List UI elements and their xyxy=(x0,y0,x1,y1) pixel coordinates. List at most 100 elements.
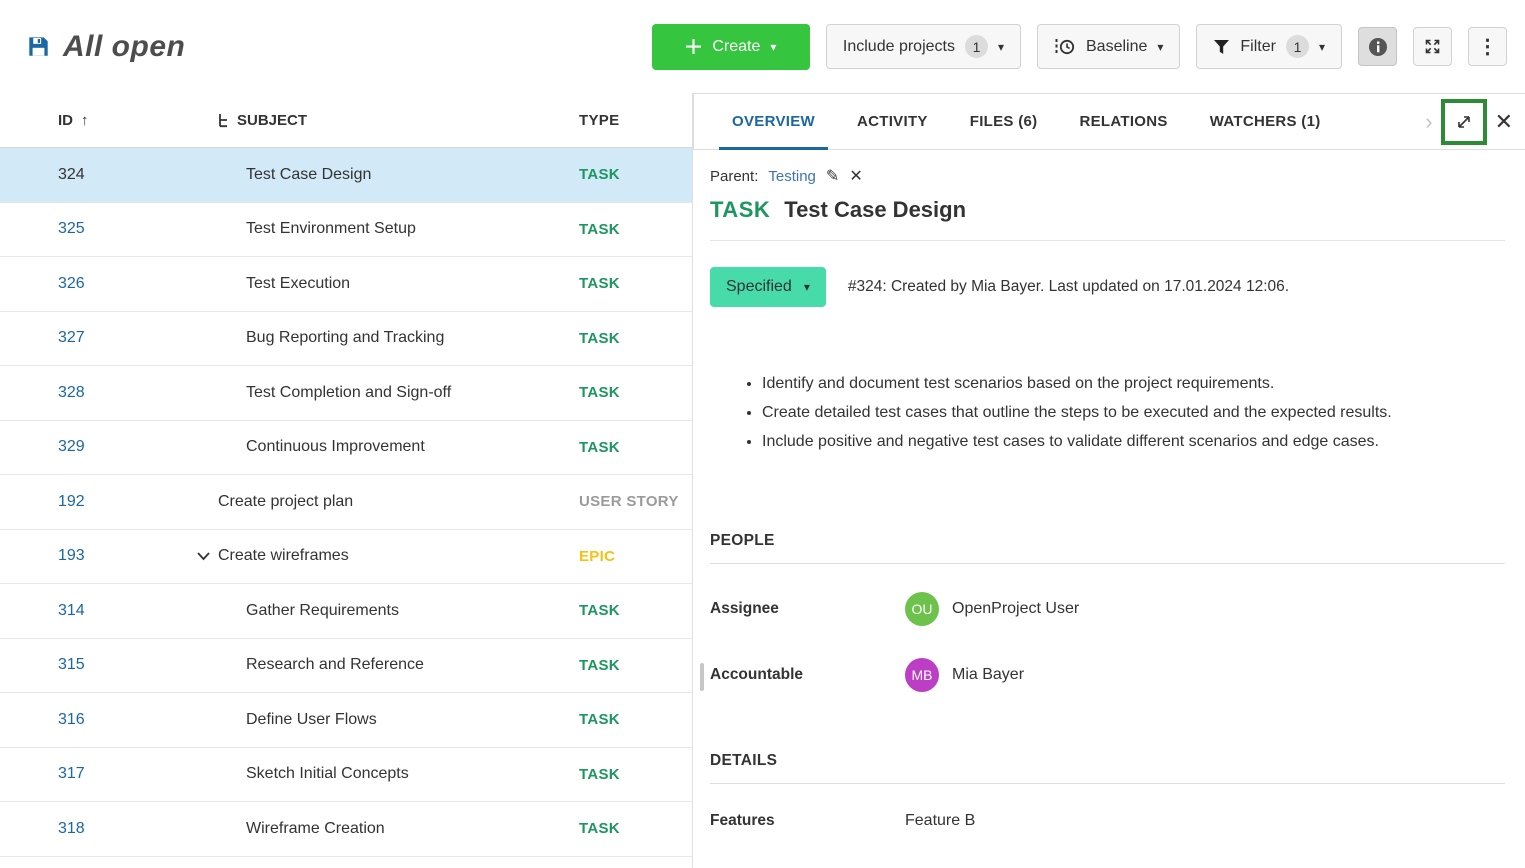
created-updated-meta: #324: Created by Mia Bayer. Last updated… xyxy=(847,278,1290,295)
table-row[interactable]: 328 Test Completion and Sign-off TASK xyxy=(0,366,692,421)
expand-detail-button[interactable] xyxy=(1440,98,1487,145)
work-package-type[interactable]: TASK xyxy=(579,329,620,347)
title-divider xyxy=(710,240,1505,241)
work-package-id-link[interactable]: 193 xyxy=(58,547,85,565)
work-package-table: ID ↑ SUBJECT TYPE 324 Test Case Design TA… xyxy=(0,93,693,868)
fullscreen-button[interactable] xyxy=(1413,27,1452,66)
table-header-row: ID ↑ SUBJECT TYPE xyxy=(0,93,692,148)
table-row[interactable]: 193 Create wireframes EPIC xyxy=(0,530,692,584)
remove-parent-icon[interactable]: ✕ xyxy=(849,168,863,185)
work-package-id-link[interactable]: 316 xyxy=(58,710,85,728)
work-package-type[interactable]: TASK xyxy=(579,166,620,184)
work-package-id-link[interactable]: 317 xyxy=(58,765,85,783)
table-row[interactable]: 315 Research and Reference TASK xyxy=(0,639,692,693)
work-package-type[interactable]: TASK xyxy=(579,602,620,620)
table-row[interactable]: 192 Create project plan USER STORY xyxy=(0,475,692,530)
work-package-id-link[interactable]: 328 xyxy=(58,383,85,401)
features-value[interactable]: Feature B xyxy=(905,812,976,829)
tab-activity[interactable]: ACTIVITY xyxy=(856,113,928,130)
top-toolbar: All open Create ▾ Include projects 1 ▾ B… xyxy=(0,0,1525,93)
status-button[interactable]: Specified ▾ xyxy=(710,267,826,307)
table-row[interactable]: 325 Test Environment Setup TASK xyxy=(0,203,692,257)
column-header-type[interactable]: TYPE xyxy=(579,111,620,129)
detail-body: Parent: Testing ✎ ✕ TASK Test Case Desig… xyxy=(693,150,1525,830)
table-row[interactable]: 326 Test Execution TASK xyxy=(0,257,692,312)
table-row[interactable]: 318 Wireframe Creation TASK xyxy=(0,802,692,857)
create-button[interactable]: Create ▾ xyxy=(651,23,810,70)
table-row[interactable]: 329 Continuous Improvement TASK xyxy=(0,421,692,475)
work-package-title[interactable]: Test Case Design xyxy=(784,197,967,222)
table-row[interactable]: 324 Test Case Design TASK xyxy=(0,148,692,203)
hierarchy-icon[interactable] xyxy=(218,113,230,128)
work-package-id-link[interactable]: 325 xyxy=(58,220,85,238)
detail-tabs: OVERVIEW ACTIVITY FILES (6) RELATIONS WATCHE… xyxy=(711,94,1342,150)
features-label[interactable]: Features xyxy=(710,812,775,829)
table-row[interactable]: 327 Bug Reporting and Tracking TASK xyxy=(0,312,692,366)
column-header-subject[interactable]: SUBJECT xyxy=(193,112,579,129)
tab-overview[interactable]: OVERVIEW xyxy=(711,94,836,150)
column-header-id[interactable]: ID ↑ xyxy=(58,111,89,129)
sort-ascending-icon: ↑ xyxy=(81,111,89,129)
accountable-label[interactable]: Accountable xyxy=(710,666,804,683)
work-package-id-link[interactable]: 318 xyxy=(58,819,85,837)
work-package-id-link[interactable]: 329 xyxy=(58,438,85,456)
work-package-type[interactable]: TASK xyxy=(579,275,620,293)
assignee-name: OpenProject User xyxy=(952,600,1080,617)
work-package-id-link[interactable]: 326 xyxy=(58,274,85,292)
table-row[interactable]: 317 Sketch Initial Concepts TASK xyxy=(0,748,692,802)
vertical-scrollbar-thumb[interactable] xyxy=(700,663,704,691)
tabs-overflow-chevron-icon[interactable]: › xyxy=(1425,108,1433,134)
work-package-subject: Create wireframes xyxy=(218,547,349,565)
fullscreen-icon xyxy=(1424,38,1441,55)
work-package-type[interactable]: TASK xyxy=(579,384,620,402)
chevron-down-icon: ▾ xyxy=(770,39,777,54)
work-package-type[interactable]: TASK xyxy=(579,711,620,729)
close-detail-icon[interactable]: ✕ xyxy=(1494,108,1513,134)
work-package-id-link[interactable]: 315 xyxy=(58,656,85,674)
info-icon xyxy=(1368,37,1388,57)
work-package-type[interactable]: EPIC xyxy=(579,547,616,565)
filter-button[interactable]: Filter 1 ▾ xyxy=(1196,24,1342,69)
assignee-row: Assignee OU OpenProject User xyxy=(710,592,1505,626)
tab-watchers-1[interactable]: WATCHERS (1) xyxy=(1209,113,1321,130)
parent-link[interactable]: Testing xyxy=(768,167,816,185)
collapse-chevron-icon[interactable] xyxy=(196,551,218,561)
work-package-id-link[interactable]: 192 xyxy=(58,492,85,510)
work-package-subject: Test Execution xyxy=(246,274,351,292)
work-package-type[interactable]: TASK xyxy=(579,820,620,838)
chevron-down-icon: ▾ xyxy=(997,39,1004,54)
info-button[interactable] xyxy=(1358,27,1397,66)
work-package-id-link[interactable]: 314 xyxy=(58,601,85,619)
include-projects-button[interactable]: Include projects 1 ▾ xyxy=(825,24,1021,69)
work-package-subject: Continuous Improvement xyxy=(246,438,425,456)
tab-relations[interactable]: RELATIONS xyxy=(1079,113,1168,130)
more-options-button[interactable]: ⋮ xyxy=(1468,27,1507,66)
baseline-button[interactable]: Baseline ▾ xyxy=(1037,24,1181,69)
work-package-type[interactable]: TASK xyxy=(579,438,620,456)
assignee-avatar: OU xyxy=(905,592,939,626)
filter-label: Filter xyxy=(1240,37,1276,55)
work-package-id-link[interactable]: 327 xyxy=(58,329,85,347)
toolbar-actions: Create ▾ Include projects 1 ▾ Baseline ▾ xyxy=(651,23,1507,70)
filter-funnel-icon xyxy=(1213,39,1230,55)
chevron-down-icon: ▾ xyxy=(1318,39,1325,54)
work-package-id-link[interactable]: 324 xyxy=(58,165,85,183)
description-list: Identify and document test scenarios bas… xyxy=(710,369,1505,456)
work-package-type-label[interactable]: TASK xyxy=(710,197,771,222)
assignee-value[interactable]: OU OpenProject User xyxy=(905,592,1079,626)
save-view-icon[interactable] xyxy=(28,36,49,57)
work-package-type[interactable]: USER STORY xyxy=(579,493,679,511)
people-section-heading: PEOPLE xyxy=(710,532,1505,564)
work-package-subject: Test Completion and Sign-off xyxy=(246,383,452,401)
accountable-value[interactable]: MB Mia Bayer xyxy=(905,658,1024,692)
assignee-label[interactable]: Assignee xyxy=(710,600,779,617)
parent-row: Parent: Testing ✎ ✕ xyxy=(710,166,1505,186)
edit-parent-icon[interactable]: ✎ xyxy=(825,168,840,185)
table-row[interactable]: 314 Gather Requirements TASK xyxy=(0,584,692,639)
page-title: All open xyxy=(63,29,186,63)
table-row[interactable]: 316 Define User Flows TASK xyxy=(0,693,692,748)
work-package-type[interactable]: TASK xyxy=(579,765,620,783)
work-package-type[interactable]: TASK xyxy=(579,220,620,238)
work-package-type[interactable]: TASK xyxy=(579,656,620,674)
tab-files-6[interactable]: FILES (6) xyxy=(969,113,1038,130)
